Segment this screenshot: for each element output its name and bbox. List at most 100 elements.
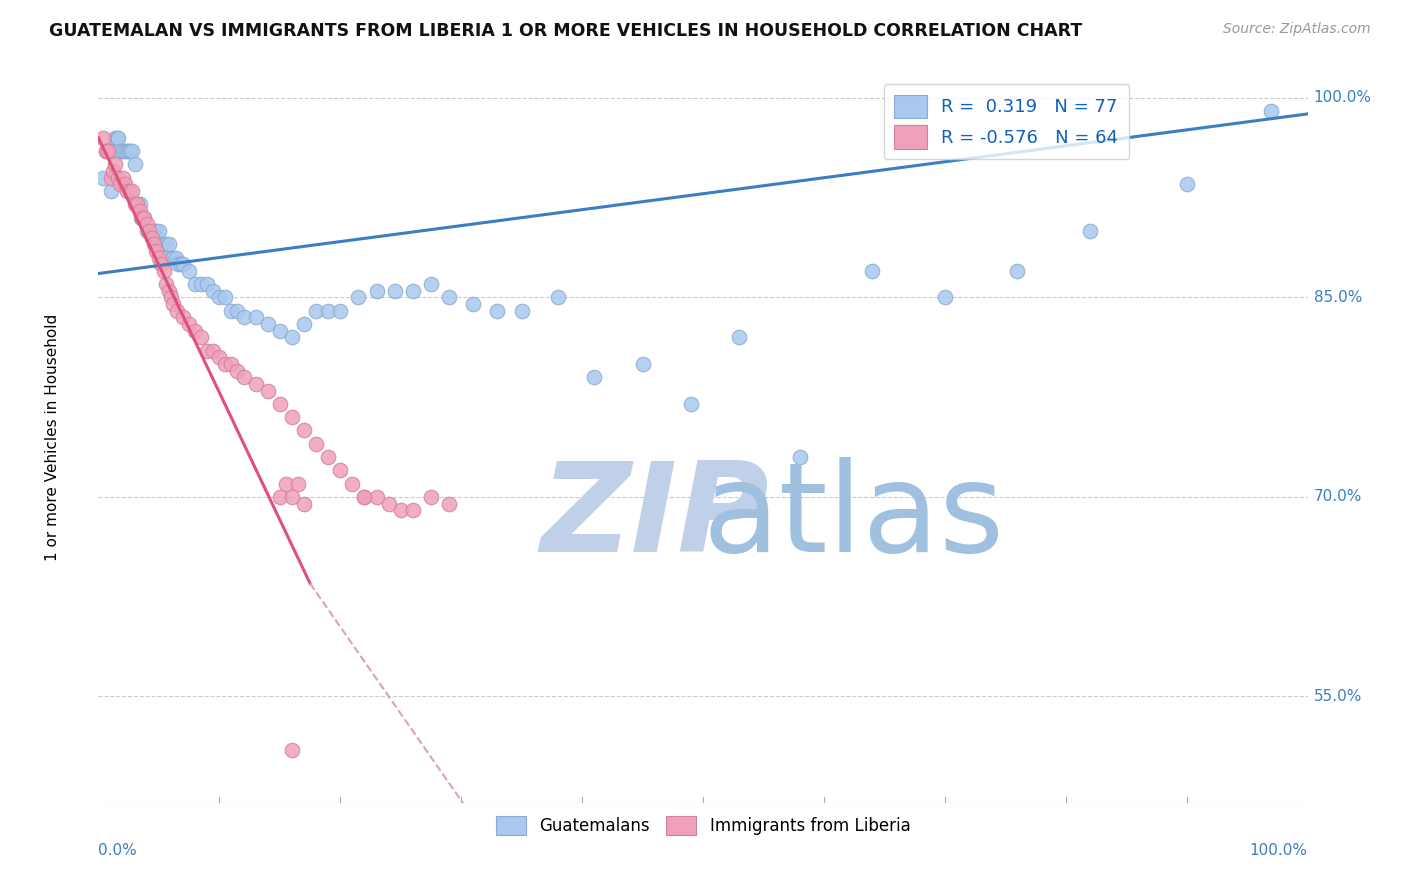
- Point: [104, 157, 127, 171]
- Point: [138, 224, 160, 238]
- Point: [190, 277, 212, 292]
- Point: [129, 211, 152, 225]
- Point: [172, 310, 194, 325]
- Point: [420, 277, 443, 292]
- Text: ZIP: ZIP: [540, 457, 769, 578]
- Point: [135, 224, 157, 238]
- Point: [131, 211, 153, 225]
- Point: [195, 277, 218, 292]
- Point: [305, 436, 328, 450]
- Point: [292, 317, 315, 331]
- Point: [232, 370, 254, 384]
- Point: [377, 497, 399, 511]
- Point: [111, 144, 134, 158]
- Point: [226, 363, 249, 377]
- Point: [162, 251, 184, 265]
- Point: [934, 290, 956, 304]
- Point: [402, 284, 425, 298]
- Point: [547, 290, 569, 304]
- Point: [108, 144, 131, 158]
- Point: [281, 490, 304, 504]
- Point: [860, 264, 883, 278]
- Text: 70.0%: 70.0%: [1313, 490, 1362, 504]
- Point: [342, 476, 364, 491]
- Point: [679, 397, 702, 411]
- Point: [631, 357, 654, 371]
- Point: [160, 290, 183, 304]
- Point: [510, 303, 533, 318]
- Point: [128, 197, 150, 211]
- Point: [214, 357, 236, 371]
- Point: [420, 490, 443, 504]
- Point: [789, 450, 811, 464]
- Point: [1007, 264, 1029, 278]
- Point: [97, 144, 120, 158]
- Point: [165, 251, 187, 265]
- Point: [169, 257, 191, 271]
- Point: [281, 330, 304, 344]
- Point: [97, 144, 120, 158]
- Point: [256, 317, 278, 331]
- Point: [121, 144, 143, 158]
- Point: [143, 237, 166, 252]
- Point: [117, 184, 139, 198]
- Point: [226, 303, 249, 318]
- Point: [179, 264, 201, 278]
- Point: [269, 324, 291, 338]
- Point: [114, 178, 136, 192]
- Point: [127, 197, 149, 211]
- Point: [142, 224, 165, 238]
- Text: 100.0%: 100.0%: [1313, 90, 1372, 105]
- Text: Source: ZipAtlas.com: Source: ZipAtlas.com: [1223, 22, 1371, 37]
- Point: [437, 290, 460, 304]
- Text: GUATEMALAN VS IMMIGRANTS FROM LIBERIA 1 OR MORE VEHICLES IN HOUSEHOLD CORRELATIO: GUATEMALAN VS IMMIGRANTS FROM LIBERIA 1 …: [49, 22, 1083, 40]
- Point: [172, 257, 194, 271]
- Point: [162, 297, 184, 311]
- Point: [150, 257, 173, 271]
- Point: [167, 257, 190, 271]
- Point: [221, 357, 243, 371]
- Point: [157, 284, 180, 298]
- Point: [274, 476, 297, 491]
- Point: [292, 497, 315, 511]
- Point: [305, 303, 328, 318]
- Point: [366, 490, 388, 504]
- Point: [104, 131, 127, 145]
- Point: [141, 230, 163, 244]
- Point: [101, 144, 124, 158]
- Point: [124, 197, 146, 211]
- Point: [166, 303, 188, 318]
- Point: [353, 490, 375, 504]
- Text: 1 or more Vehicles in Household: 1 or more Vehicles in Household: [45, 313, 60, 561]
- Point: [463, 297, 485, 311]
- Legend: Guatemalans, Immigrants from Liberia: Guatemalans, Immigrants from Liberia: [489, 809, 917, 842]
- Point: [195, 343, 218, 358]
- Point: [221, 303, 243, 318]
- Point: [155, 277, 177, 292]
- Point: [329, 463, 352, 477]
- Point: [118, 184, 141, 198]
- Point: [94, 144, 117, 158]
- Point: [281, 410, 304, 425]
- Point: [148, 224, 170, 238]
- Point: [111, 170, 134, 185]
- Point: [184, 324, 207, 338]
- Point: [486, 303, 509, 318]
- Point: [190, 330, 212, 344]
- Point: [256, 384, 278, 398]
- Point: [127, 197, 149, 211]
- Text: atlas: atlas: [703, 457, 1005, 578]
- Text: 0.0%: 0.0%: [98, 843, 138, 858]
- Point: [1260, 104, 1282, 119]
- Point: [389, 503, 412, 517]
- Point: [121, 184, 143, 198]
- Point: [245, 376, 267, 391]
- Point: [141, 224, 163, 238]
- Point: [128, 204, 150, 219]
- Point: [728, 330, 751, 344]
- Point: [107, 170, 129, 185]
- Point: [91, 131, 114, 145]
- Point: [108, 178, 131, 192]
- Point: [145, 244, 167, 258]
- Point: [281, 742, 304, 756]
